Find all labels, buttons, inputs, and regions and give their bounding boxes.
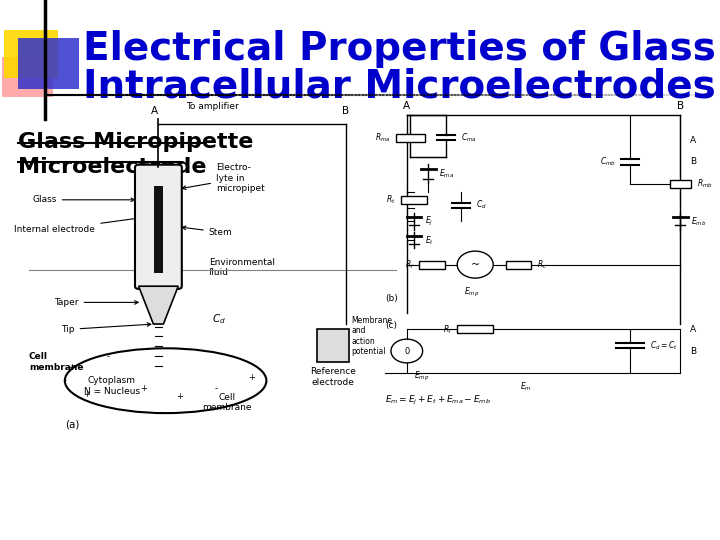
Text: +: + (176, 393, 184, 401)
Text: +: + (248, 374, 256, 382)
Text: A: A (151, 106, 158, 116)
Text: $E_{ma}$: $E_{ma}$ (439, 167, 454, 180)
Text: $E_{mp}$: $E_{mp}$ (464, 286, 480, 299)
Text: $R_i$: $R_i$ (405, 258, 413, 271)
Text: $C_{mb}$: $C_{mb}$ (600, 156, 615, 168)
FancyBboxPatch shape (2, 57, 53, 97)
Text: B: B (690, 347, 696, 355)
Text: Glass: Glass (32, 195, 135, 204)
Text: -: - (215, 384, 217, 393)
Text: (a): (a) (65, 419, 79, 429)
Text: Taper: Taper (54, 298, 138, 307)
Text: Cell
membrane: Cell membrane (29, 352, 84, 372)
Text: $R_{mb}$: $R_{mb}$ (697, 177, 713, 190)
Bar (670, 179, 691, 187)
Bar (396, 133, 425, 141)
Text: (b): (b) (385, 294, 398, 303)
Text: (c): (c) (385, 321, 397, 330)
Text: B: B (677, 100, 684, 111)
Text: ~: ~ (471, 260, 480, 269)
Text: +: + (140, 384, 148, 393)
Bar (402, 195, 426, 204)
Text: $C_d$: $C_d$ (475, 199, 486, 212)
Text: $R_l$: $R_l$ (443, 323, 451, 336)
Text: $C_d = C_t$: $C_d = C_t$ (650, 339, 678, 352)
Text: $E_m = E_j + E_t + E_{ma} - E_{mb}$: $E_m = E_j + E_t + E_{ma} - E_{mb}$ (385, 394, 491, 407)
Text: +: + (68, 363, 76, 372)
Text: $C_d$: $C_d$ (212, 312, 226, 326)
Text: +: + (83, 390, 90, 399)
FancyBboxPatch shape (18, 38, 79, 89)
Text: A: A (403, 100, 410, 111)
Text: Stem: Stem (182, 226, 233, 237)
Text: -: - (63, 376, 66, 385)
Bar (317, 329, 349, 362)
Text: $E_{mb}$: $E_{mb}$ (691, 215, 706, 228)
Text: $E_{mp}$: $E_{mp}$ (414, 370, 429, 383)
FancyBboxPatch shape (135, 165, 181, 289)
Text: $C_{ma}$: $C_{ma}$ (461, 131, 477, 144)
Text: B: B (690, 158, 696, 166)
Text: Cytoplasm
N = Nucleus: Cytoplasm N = Nucleus (84, 376, 140, 396)
Text: Glass Micropipette
Microelectrode: Glass Micropipette Microelectrode (18, 132, 253, 177)
Text: Internal electrode: Internal electrode (14, 215, 150, 234)
Text: Tip: Tip (61, 323, 150, 334)
Text: B: B (342, 106, 349, 116)
Text: -: - (107, 352, 109, 361)
Text: $E_j$: $E_j$ (425, 215, 433, 228)
Text: A: A (690, 325, 696, 334)
Text: $R_{ma}$: $R_{ma}$ (375, 131, 390, 144)
FancyBboxPatch shape (4, 30, 58, 78)
Text: 0: 0 (404, 347, 410, 355)
Text: Reference
electrode: Reference electrode (310, 367, 356, 387)
Bar (457, 325, 493, 333)
Bar (505, 260, 531, 268)
Polygon shape (138, 286, 179, 324)
Text: $E_t$: $E_t$ (425, 234, 434, 247)
Text: Environmental
fluid: Environmental fluid (209, 258, 275, 277)
Text: Electro-
lyte in
micropipet: Electro- lyte in micropipet (182, 163, 265, 193)
Text: Cell
membrane: Cell membrane (202, 393, 251, 412)
Text: Electrical Properties of Glass: Electrical Properties of Glass (83, 30, 716, 68)
Text: Membrane
and
action
potential: Membrane and action potential (351, 316, 392, 356)
Text: To amplifier: To amplifier (186, 102, 239, 111)
Bar (154, 186, 163, 273)
Text: A: A (690, 136, 696, 145)
Text: $R_t$: $R_t$ (386, 193, 396, 206)
Text: $E_m$: $E_m$ (520, 381, 531, 393)
Text: $R_c$: $R_c$ (537, 258, 547, 271)
Bar (419, 260, 445, 268)
Text: Intracellular Microelectrodes: Intracellular Microelectrodes (83, 68, 716, 105)
